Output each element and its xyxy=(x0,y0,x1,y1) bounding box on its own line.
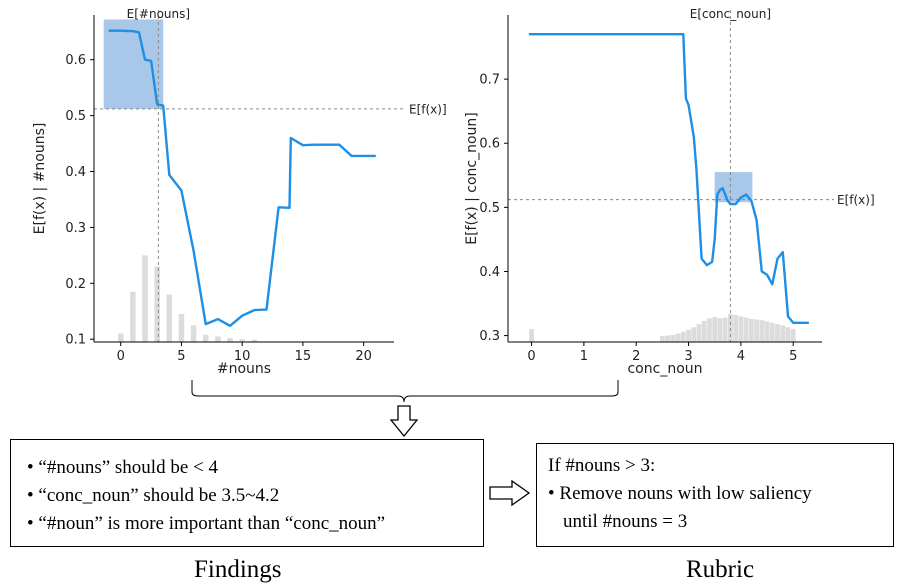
hollow-right-arrow-icon xyxy=(489,480,531,506)
findings-box: • “#nouns” should be < 4 • “conc_noun” s… xyxy=(10,439,484,547)
expected-x-label: E[#nouns] xyxy=(127,7,190,21)
y-tick-label: 0.1 xyxy=(65,333,86,348)
x-tick-label: 3 xyxy=(684,349,692,364)
histogram-bar xyxy=(707,318,712,342)
x-axis-label: conc_noun xyxy=(627,361,702,377)
findings-item: • “#nouns” should be < 4 xyxy=(27,457,218,478)
x-tick-label: 5 xyxy=(177,349,185,364)
histogram-bar xyxy=(701,320,707,342)
histogram-bar xyxy=(239,339,245,342)
histogram-bar xyxy=(780,325,786,342)
histogram-bar xyxy=(686,329,691,342)
nouns-dependence-plot: 0 5 10 15 20 0.1 0.2 0.3 0.4 0.5 0.6 #nouns E[f(x) |… xyxy=(32,7,447,377)
x-tick-label: 0 xyxy=(117,349,125,364)
histogram-bar xyxy=(785,327,791,342)
histogram-bar xyxy=(178,314,185,342)
y-axis-label: E[f(x) | #nouns] xyxy=(32,123,48,235)
histogram-bar xyxy=(691,327,697,342)
histogram-bar xyxy=(659,335,665,342)
y-tick-label: 0.6 xyxy=(65,53,86,68)
x-tick-label: 10 xyxy=(234,349,251,364)
y-tick-label: 0.4 xyxy=(479,265,500,280)
hollow-down-arrow-icon xyxy=(389,405,419,438)
histogram-bar xyxy=(754,319,759,342)
rubric-caption: Rubric xyxy=(686,556,755,583)
histogram-bar xyxy=(190,325,197,342)
y-axis-label: E[f(x) | conc_noun] xyxy=(464,112,480,245)
y-tick-label: 0.3 xyxy=(65,221,86,236)
highlight-region xyxy=(103,19,164,109)
x-axis-label: #nouns xyxy=(217,361,271,377)
histogram-bar xyxy=(733,315,739,342)
findings-item: • “#noun” is more important than “conc_n… xyxy=(27,513,386,534)
histogram-bar xyxy=(728,313,733,342)
histogram-bar xyxy=(775,324,780,342)
dependence-line xyxy=(528,33,809,324)
histogram-bar xyxy=(675,333,681,342)
rubric-condition: If #nouns > 3: xyxy=(548,455,656,476)
histogram-bar xyxy=(142,255,148,342)
histogram-bar xyxy=(759,320,765,342)
grouping-brace xyxy=(191,380,619,403)
expected-fx-label: E[f(x)] xyxy=(837,193,875,207)
expected-fx-label: E[f(x)] xyxy=(409,102,447,116)
x-tick-label: 4 xyxy=(737,349,745,364)
rubric-action: • Remove nouns with low saliency xyxy=(548,483,812,504)
x-tick-label: 20 xyxy=(355,349,372,364)
y-tick-label: 0.5 xyxy=(65,109,86,124)
histogram-bar xyxy=(154,266,160,342)
y-tick-label: 0.7 xyxy=(479,73,500,88)
y-tick-label: 0.2 xyxy=(65,277,86,292)
histogram-bar xyxy=(670,334,676,342)
histogram-bar xyxy=(130,291,136,342)
histogram-bar xyxy=(743,317,749,342)
histogram-bar xyxy=(529,329,534,342)
x-tick-label: 0 xyxy=(527,349,535,364)
y-tick-label: 0.5 xyxy=(479,201,500,216)
histogram-bar xyxy=(166,294,173,342)
findings-item: • “conc_noun” should be 3.5~4.2 xyxy=(27,485,280,506)
rubric-action-continued: until #nouns = 3 xyxy=(563,511,688,532)
histogram-bar xyxy=(117,333,124,342)
histogram-bar xyxy=(696,324,702,342)
highlight-region xyxy=(714,172,753,203)
histogram-bar xyxy=(227,338,233,342)
x-tick-label: 1 xyxy=(580,349,588,364)
histogram-bar xyxy=(764,321,770,342)
histogram-bar xyxy=(680,331,686,342)
histogram-bar xyxy=(738,316,744,342)
x-tick-label: 5 xyxy=(789,349,797,364)
histogram-bar xyxy=(251,339,258,342)
histogram-bar xyxy=(717,318,723,342)
histogram-bar xyxy=(722,317,728,342)
histogram-bar xyxy=(748,318,754,342)
rubric-box: If #nouns > 3: • Remove nouns with low s… xyxy=(536,443,894,547)
dependence-line xyxy=(108,29,376,327)
histogram-bar xyxy=(712,316,718,342)
expected-x-label: E[conc_noun] xyxy=(690,7,771,21)
x-tick-label: 2 xyxy=(632,349,640,364)
conc-noun-dependence-plot: 0 1 2 3 4 5 0.3 0.4 0.5 0.6 0.7 conc_noun E[f(x) | c… xyxy=(464,7,875,377)
histogram-bar xyxy=(665,335,671,342)
histogram-bar xyxy=(769,322,775,342)
y-tick-label: 0.3 xyxy=(479,329,500,344)
findings-caption: Findings xyxy=(194,556,282,583)
histogram-bar xyxy=(215,336,221,342)
histogram-bar xyxy=(203,334,209,342)
y-tick-label: 0.4 xyxy=(65,165,86,180)
y-tick-label: 0.6 xyxy=(479,137,500,152)
histogram-bar xyxy=(790,329,796,342)
x-tick-label: 15 xyxy=(295,349,312,364)
